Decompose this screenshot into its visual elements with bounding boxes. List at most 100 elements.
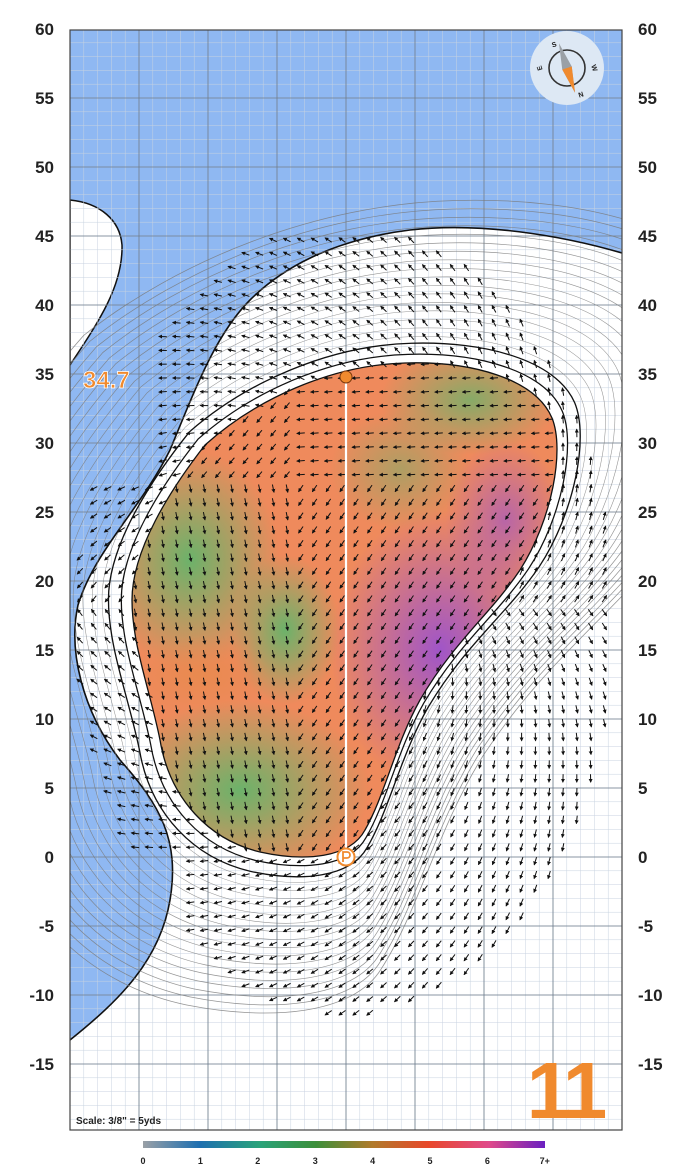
slope-arrow [311, 622, 318, 631]
slope-arrow [407, 236, 415, 244]
slope-arrow [449, 595, 456, 603]
slope-arrow [352, 278, 360, 285]
slope-arrow [365, 417, 374, 422]
legend-label: 0 [140, 1156, 145, 1166]
slope-arrow [366, 347, 374, 354]
slope-arrow [461, 389, 471, 394]
slope-arrow [282, 348, 291, 353]
slope-arrow [365, 403, 374, 408]
slope-arrow [188, 511, 193, 521]
slope-arrow [463, 595, 470, 603]
slope-arrow [227, 389, 236, 394]
slope-arrow [505, 318, 510, 327]
slope-arrow [202, 498, 207, 507]
slope-arrow [574, 746, 579, 756]
pin-marker[interactable] [339, 370, 353, 384]
slope-arrow [282, 320, 291, 325]
slope-arrow [117, 527, 125, 533]
slope-arrow [463, 512, 470, 520]
slope-arrow [587, 609, 594, 617]
slope-arrow [268, 334, 278, 339]
slope-arrow [450, 332, 456, 341]
slope-arrow [243, 567, 248, 576]
slope-arrow [241, 320, 250, 325]
slope-arrow [560, 400, 565, 410]
slope-arrow [296, 431, 305, 436]
slope-arrow [574, 594, 580, 603]
slope-arrow [171, 431, 181, 436]
slope-arrow [461, 417, 471, 422]
slope-arrow [516, 417, 526, 422]
slope-arrow [547, 732, 552, 742]
slope-arrow [338, 320, 346, 326]
slope-arrow [311, 595, 318, 603]
slope-arrow [311, 526, 318, 534]
slope-arrow [519, 594, 525, 603]
slope-arrow [449, 567, 456, 576]
slope-arrow [257, 636, 262, 645]
slope-arrow [408, 291, 415, 299]
slope-arrow [491, 595, 497, 603]
slope-arrow [325, 484, 332, 493]
slope-arrow [131, 568, 139, 575]
slope-arrow [282, 375, 291, 380]
slope-arrow [268, 306, 278, 311]
slope-arrow [518, 609, 525, 617]
slope-arrow [90, 595, 97, 603]
slope-arrow [519, 636, 524, 645]
slope-arrow [268, 389, 278, 394]
slope-arrow [282, 265, 291, 270]
slope-arrow [519, 622, 525, 631]
slope-arrow [174, 498, 179, 507]
slope-arrow [282, 306, 291, 312]
slope-arrow [104, 568, 111, 575]
slope-arrow [185, 320, 195, 325]
slope-arrow [532, 609, 539, 617]
slope-arrow [202, 580, 207, 590]
slope-arrow [408, 264, 415, 271]
slope-arrow [282, 334, 291, 339]
slope-arrow [367, 553, 373, 562]
slope-arrow [351, 376, 361, 381]
slope-arrow [408, 581, 414, 589]
slope-arrow [172, 445, 181, 450]
slope-arrow [380, 292, 387, 299]
slope-arrow [285, 608, 290, 618]
slope-arrow [560, 622, 566, 631]
slope-arrow [394, 636, 401, 645]
slope-arrow [505, 359, 510, 369]
slope-arrow [147, 553, 152, 562]
y-tick-label: -10 [29, 986, 54, 1005]
slope-arrow [270, 457, 277, 465]
slope-arrow [422, 512, 428, 520]
slope-arrow [309, 431, 319, 436]
slope-arrow [516, 458, 526, 463]
slope-arrow [325, 609, 332, 617]
slope-arrow [351, 458, 361, 463]
slope-arrow [324, 306, 333, 312]
slope-arrow [544, 458, 554, 463]
slope-arrow [561, 553, 566, 562]
slope-arrow [560, 580, 566, 589]
slope-arrow [518, 498, 525, 507]
slope-arrow [450, 346, 456, 355]
slope-arrow [229, 594, 234, 604]
slope-arrow [532, 498, 539, 507]
slope-arrow [144, 486, 153, 491]
slope-arrow [449, 498, 456, 507]
slope-arrow [228, 443, 235, 451]
slope-arrow [353, 567, 359, 576]
slope-arrow [588, 525, 593, 534]
slope-arrow [532, 622, 538, 631]
slope-arrow [477, 332, 483, 341]
slope-arrow [574, 801, 579, 811]
slope-arrow [90, 636, 97, 644]
slope-arrow [392, 431, 402, 436]
slope-arrow [422, 498, 428, 507]
slope-arrow [160, 553, 165, 562]
slope-arrow [505, 622, 511, 631]
slope-arrow [216, 484, 221, 493]
slope-arrow [310, 348, 319, 353]
slope-arrow [505, 498, 511, 507]
slope-arrow [478, 718, 483, 728]
